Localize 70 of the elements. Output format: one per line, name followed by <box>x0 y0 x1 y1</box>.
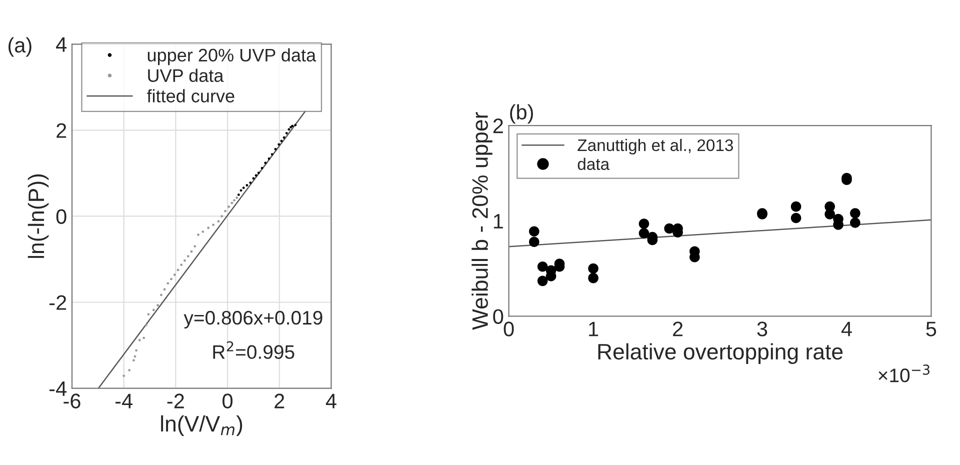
chart-title: (a) <box>8 37 32 57</box>
x-tick-label: 2 <box>274 394 284 408</box>
legend-label: fitted curve <box>146 89 234 102</box>
text: ×10$^{−3}$ <box>878 364 930 382</box>
x-tick-label: -6 <box>64 394 80 408</box>
legend-label: Zanuttigh et al., 2013 <box>578 138 733 154</box>
point <box>824 209 835 220</box>
point <box>207 226 210 230</box>
x-axis-title: ln(V/V$_{m}$) <box>161 415 242 436</box>
x-tick-label: 4 <box>326 394 336 408</box>
point <box>288 128 290 131</box>
y-axis-title: Weibull b - 20% upper <box>472 112 492 330</box>
point <box>194 245 196 248</box>
x-tick-label: 5 <box>926 322 936 336</box>
point <box>588 263 598 274</box>
point <box>224 210 226 212</box>
point <box>217 220 220 223</box>
point <box>166 282 170 285</box>
legend-label: UVP data <box>148 68 224 82</box>
point <box>160 294 162 296</box>
point <box>144 324 148 326</box>
legend-label: upper 20% UVP data <box>148 48 316 66</box>
annotation: y=0.806x+0.019 <box>184 310 322 329</box>
chart-title: (b) <box>510 104 533 124</box>
y-axis-title: ln(-ln(P)) <box>28 174 49 258</box>
x-tick-label: 3 <box>757 322 768 336</box>
y-tick-label: 4 <box>56 37 67 52</box>
point <box>152 308 155 312</box>
point <box>180 264 183 266</box>
point <box>638 218 650 229</box>
point <box>230 202 234 204</box>
point <box>528 236 540 247</box>
point <box>132 359 135 362</box>
y-tick-label: 0 <box>493 309 504 324</box>
point <box>790 212 802 224</box>
y-tick-label: -2 <box>50 295 66 310</box>
point <box>537 261 548 272</box>
y-tick-label: 1 <box>494 214 503 228</box>
point <box>138 338 141 342</box>
x-tick-label: 0 <box>504 322 514 336</box>
point <box>252 177 255 180</box>
point <box>274 148 277 150</box>
point <box>588 272 598 284</box>
point <box>638 228 650 238</box>
x-tick-label: 0 <box>222 394 232 408</box>
point <box>537 276 548 286</box>
y-tick-label: -4 <box>50 381 67 396</box>
point <box>278 143 280 146</box>
legend-label: data <box>578 158 610 170</box>
point <box>850 208 860 218</box>
point <box>850 218 860 228</box>
x-tick-label: -2 <box>167 394 184 408</box>
x-axis-title: Relative overtopping rate <box>598 343 843 364</box>
point <box>242 186 245 190</box>
point <box>790 201 802 212</box>
y-tick-label: 2 <box>493 118 503 134</box>
y-tick-label: 0 <box>56 209 66 224</box>
x-tick-label: -4 <box>116 394 132 408</box>
point <box>528 226 540 237</box>
point <box>122 374 126 378</box>
point <box>264 162 267 164</box>
annotation: R$^{2}$=0.995 <box>213 341 294 359</box>
x-tick-label: 4 <box>841 322 852 336</box>
x-tick-label: 2 <box>673 322 683 336</box>
point <box>254 174 258 177</box>
point <box>249 181 252 184</box>
point <box>163 288 166 291</box>
point <box>291 124 294 128</box>
y-tick-label: 2 <box>56 123 66 138</box>
x-tick-label: 1 <box>589 322 598 336</box>
